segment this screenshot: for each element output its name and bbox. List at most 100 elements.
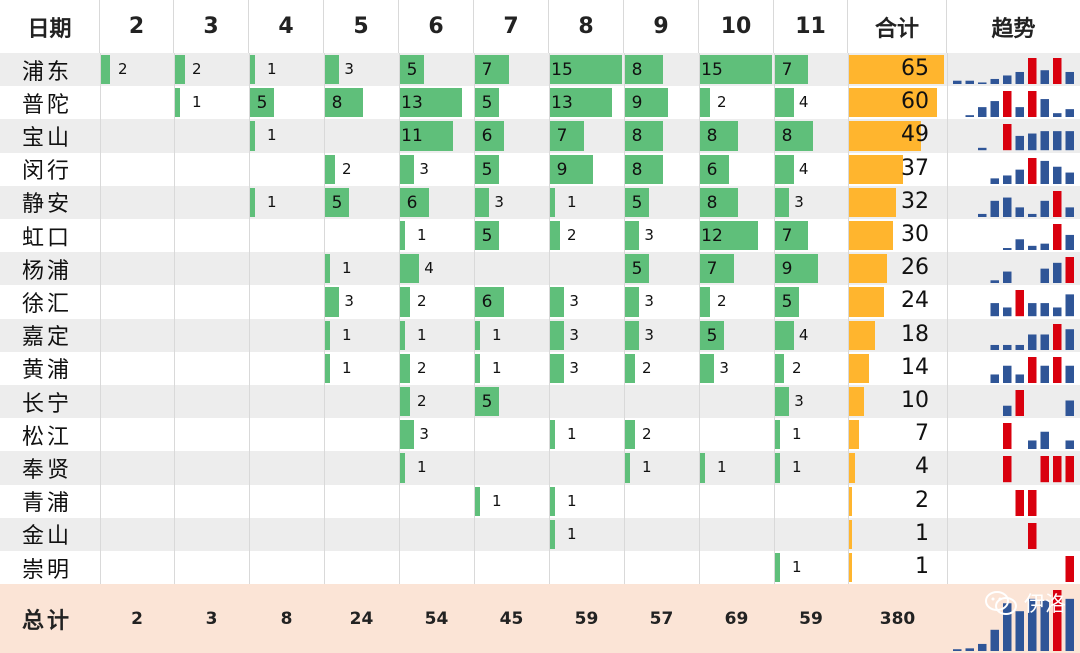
data-bar [625, 154, 664, 184]
data-value: 3 [419, 425, 429, 444]
trend-bar [1028, 489, 1037, 516]
grid-line [848, 351, 849, 385]
data-value: 3 [644, 226, 654, 244]
trend-bar [978, 148, 987, 151]
data-value: 3 [344, 292, 354, 311]
table-row [0, 318, 1080, 352]
trend-bar [1003, 248, 1012, 251]
data-value: 1 [417, 226, 427, 244]
data-value: 1 [192, 93, 202, 112]
grid-line [624, 285, 625, 319]
grid-line [848, 119, 849, 153]
grid-line [774, 451, 775, 485]
grid-line [624, 185, 625, 219]
grid-line [474, 517, 475, 551]
grid-line [624, 351, 625, 385]
grid-line [324, 551, 325, 585]
trend-bar [1028, 440, 1037, 450]
grid-line [947, 185, 948, 219]
grid-line [549, 152, 550, 186]
grid-line [324, 185, 325, 219]
total-value: 49 [901, 122, 929, 148]
trend-bar [1003, 91, 1012, 118]
grid-line [474, 285, 475, 319]
trend-sparkline [965, 91, 1074, 118]
grid-line [249, 451, 250, 485]
grid-line [100, 219, 101, 253]
grid-line [174, 86, 175, 120]
data-bar [700, 88, 710, 118]
table-row [0, 385, 1080, 419]
trend-bar [1015, 374, 1024, 383]
grid-line [100, 252, 101, 286]
data-bar [625, 353, 635, 383]
data-value: 3 [494, 192, 504, 211]
grid-line [474, 219, 475, 253]
header-date: 11 [774, 0, 848, 53]
trend-bar [1040, 303, 1049, 317]
trend-bar [1028, 58, 1037, 85]
grid-line [100, 86, 101, 120]
footer-value: 45 [499, 608, 524, 629]
grid-line [474, 351, 475, 385]
data-value: 4 [424, 259, 434, 278]
data-value: 1 [792, 558, 802, 576]
grid-line [174, 351, 175, 385]
trend-bar [1040, 243, 1049, 251]
footer-trend-bar [1053, 590, 1062, 651]
data-bar [775, 353, 785, 383]
data-bar [400, 221, 405, 251]
district-name: 静安 [22, 192, 73, 218]
data-value: 9 [781, 259, 793, 280]
data-value: 3 [569, 358, 579, 377]
trend-bar [1040, 365, 1049, 383]
data-bar [400, 121, 453, 151]
total-value: 1 [915, 554, 929, 579]
trend-bar [1040, 70, 1049, 85]
data-bar [475, 287, 504, 317]
data-value: 5 [256, 93, 268, 114]
grid-line [848, 152, 849, 186]
grid-line [848, 318, 849, 352]
data-value: 5 [481, 93, 493, 114]
grid-line [399, 285, 400, 319]
trend-bar [1028, 245, 1037, 251]
data-bar [400, 187, 429, 217]
data-value: 7 [706, 259, 718, 280]
trend-bar [1028, 334, 1037, 350]
data-value: 1 [717, 458, 727, 477]
data-bar [775, 187, 790, 217]
data-bar [250, 121, 255, 151]
data-bar [475, 154, 499, 184]
trend-sparkline [1003, 390, 1074, 417]
grid-line [100, 484, 101, 518]
trend-bar [1053, 190, 1062, 217]
grid-line [774, 351, 775, 385]
data-value: 15 [551, 60, 573, 80]
footer-trend-bar [1040, 600, 1049, 651]
grid-line [774, 119, 775, 153]
trend-sparkline [1065, 556, 1074, 583]
trend-bar [1015, 207, 1024, 217]
data-value: 1 [792, 458, 802, 477]
grid-line [624, 219, 625, 253]
trend-sparkline [1003, 423, 1074, 450]
total-bar [849, 221, 893, 251]
trend-bar [1015, 169, 1024, 184]
data-value: 2 [717, 93, 727, 112]
district-name: 长宁 [22, 391, 73, 417]
table-row [0, 351, 1080, 385]
trend-bar [965, 115, 974, 118]
trend-bar [990, 374, 999, 383]
data-bar [550, 420, 555, 450]
trend-sparkline [1003, 224, 1074, 251]
trend-sparkline [990, 356, 1074, 383]
grid-line [399, 119, 400, 153]
trend-bar [978, 107, 987, 118]
trend-bar [1028, 356, 1037, 383]
grid-line [174, 53, 175, 87]
data-bar [625, 287, 640, 317]
grid-line [699, 219, 700, 253]
data-bar [625, 254, 649, 284]
total-value: 26 [901, 255, 929, 281]
